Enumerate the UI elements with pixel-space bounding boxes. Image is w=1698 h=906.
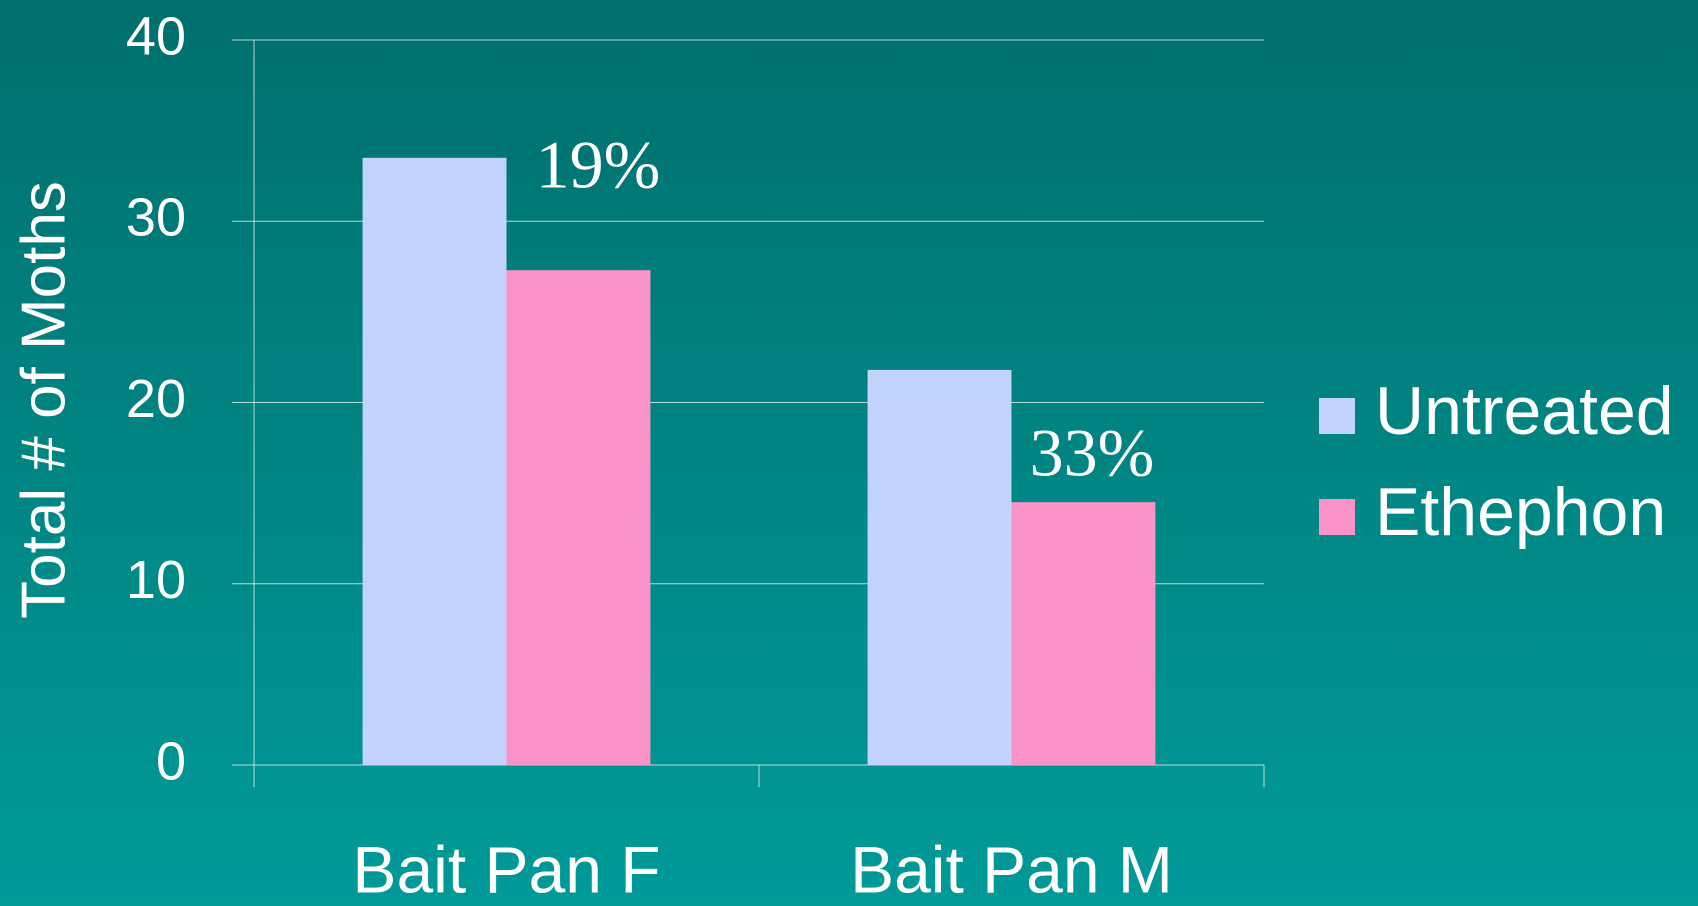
legend-swatch (1319, 499, 1355, 535)
annotation: 19% (536, 127, 661, 203)
x-tick-label: Bait Pan F (352, 832, 660, 906)
legend-swatch (1319, 398, 1355, 434)
bar (867, 369, 1012, 765)
y-axis-label: Total # of Moths (9, 181, 78, 619)
legend-label: Ethephon (1375, 474, 1666, 550)
y-tick-label: 10 (126, 550, 186, 610)
legend-label: Untreated (1375, 373, 1674, 449)
x-tick-label: Bait Pan M (850, 832, 1173, 906)
bar (362, 157, 507, 765)
annotation: 33% (1030, 415, 1155, 491)
y-tick-label: 40 (126, 6, 186, 66)
y-tick-label: 30 (126, 188, 186, 248)
y-tick-label: 0 (156, 731, 186, 791)
bar (506, 270, 651, 765)
y-tick-label: 20 (126, 369, 186, 429)
bar (1011, 502, 1156, 765)
